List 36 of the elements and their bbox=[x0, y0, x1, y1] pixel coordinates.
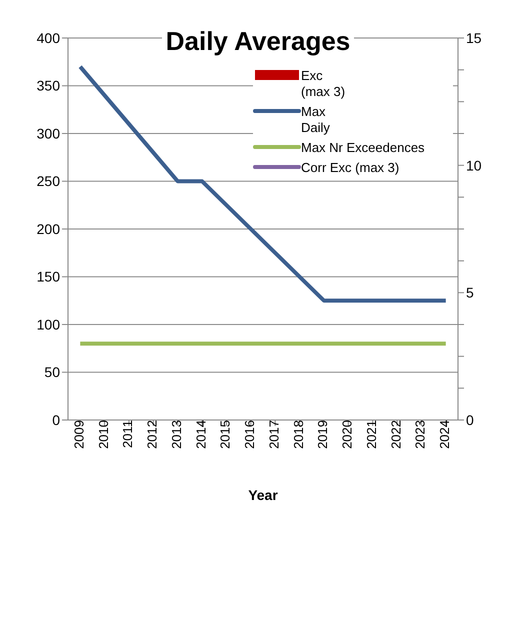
x-tick-label: 2024 bbox=[437, 420, 452, 449]
x-tick-label: 2016 bbox=[242, 420, 258, 449]
legend-label: Max Nr Exceedences bbox=[301, 140, 425, 156]
x-tick-label: 2017 bbox=[266, 420, 282, 449]
legend-label: Corr Exc (max 3) bbox=[301, 160, 400, 176]
x-tick-label: 2014 bbox=[193, 420, 208, 449]
x-tick-label: 2019 bbox=[315, 420, 330, 449]
x-tick-label: 2015 bbox=[218, 420, 233, 449]
x-axis-title: Year bbox=[248, 487, 278, 503]
y-tick-label: 100 bbox=[36, 316, 60, 332]
y-tick-label: 0 bbox=[52, 412, 60, 428]
x-tick-label: 2018 bbox=[290, 420, 306, 449]
x-tick-label: 2010 bbox=[96, 420, 111, 449]
x-tick-label: 2012 bbox=[144, 420, 160, 449]
legend-label: Exc (max 3) bbox=[301, 68, 346, 100]
y2-tick-label: 5 bbox=[466, 284, 474, 301]
x-tick-label: 2023 bbox=[412, 420, 428, 449]
y-tick-label: 350 bbox=[36, 78, 60, 94]
y-tick-label: 50 bbox=[44, 364, 60, 380]
x-tick-label: 2009 bbox=[71, 420, 86, 449]
y2-tick-label: 15 bbox=[466, 30, 482, 46]
y2-tick-label: 10 bbox=[466, 157, 482, 174]
x-tick-label: 2022 bbox=[388, 420, 404, 449]
legend-label: Max Daily bbox=[301, 104, 331, 136]
line-series bbox=[78, 64, 448, 303]
x-tick-label: 2011 bbox=[120, 420, 136, 448]
y-tick-label: 250 bbox=[36, 173, 60, 190]
x-tick-label: 2013 bbox=[168, 420, 184, 449]
y-tick-label: 200 bbox=[36, 220, 60, 237]
y-tick-label: 400 bbox=[36, 30, 60, 46]
x-tick-label: 2020 bbox=[340, 420, 355, 449]
y-tick-label: 300 bbox=[36, 125, 60, 142]
y2-tick-label: 0 bbox=[466, 412, 474, 428]
y-tick-label: 150 bbox=[36, 268, 60, 285]
chart-title: Daily Averages bbox=[162, 26, 354, 56]
x-tick-label: 2021 bbox=[364, 420, 379, 449]
